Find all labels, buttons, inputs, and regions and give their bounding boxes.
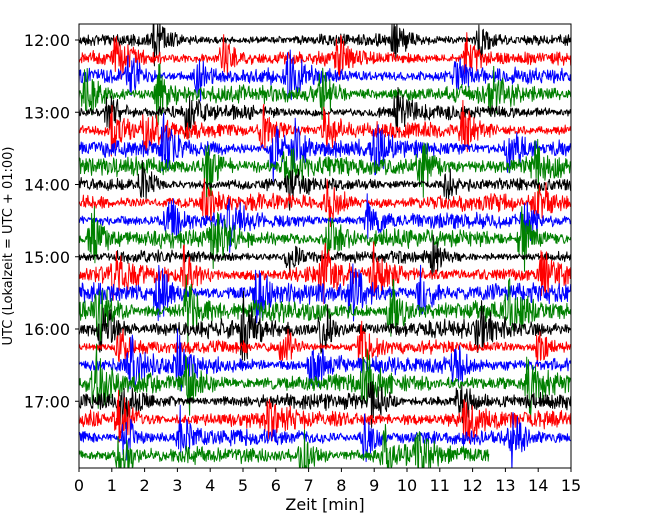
x-axis-label: Zeit [min] <box>285 495 364 514</box>
x-tick-label: 11 <box>430 476 450 495</box>
plot-frame <box>78 23 572 469</box>
trace-1330-line <box>79 112 571 183</box>
trace-1415-line <box>79 178 571 228</box>
trace-1530-line <box>79 263 571 324</box>
trace-1445-line <box>79 206 571 272</box>
trace-1515-line <box>79 241 571 305</box>
y-tick-label: 16:00 <box>24 320 70 339</box>
x-axis-ticks: 0 1 2 3 4 5 6 7 8 9 10 11 12 13 14 15 <box>74 468 581 495</box>
x-tick-label: 6 <box>271 476 281 495</box>
y-tick-label: 13:00 <box>24 103 70 122</box>
y-axis-label: UTC (Lokalzeit = UTC + 01:00) <box>1 147 16 346</box>
trace-1630-line <box>79 328 571 392</box>
x-tick-label: 9 <box>369 476 379 495</box>
x-tick-label: 14 <box>528 476 548 495</box>
y-tick-label: 12:00 <box>24 31 70 50</box>
x-tick-label: 4 <box>205 476 215 495</box>
x-tick-label: 1 <box>107 476 117 495</box>
x-tick-label: 15 <box>561 476 581 495</box>
x-tick-label: 8 <box>336 476 346 495</box>
y-tick-label: 14:00 <box>24 176 70 195</box>
trace-1745-line <box>79 423 490 468</box>
x-tick-label: 5 <box>238 476 248 495</box>
y-tick-label: 17:00 <box>24 392 70 411</box>
x-tick-label: 7 <box>304 476 314 495</box>
trace-1600-line <box>79 290 571 361</box>
trace-1615-line <box>79 320 571 367</box>
trace-1545-line <box>79 274 571 345</box>
trace-1645-line <box>79 343 571 419</box>
trace-1345-line <box>79 138 571 203</box>
y-tick-label: 15:00 <box>24 248 70 267</box>
x-tick-label: 3 <box>172 476 182 495</box>
x-tick-label: 0 <box>74 476 84 495</box>
trace-1430-line <box>79 193 571 253</box>
trace-1200-line <box>79 24 571 67</box>
y-axis-ticks: 12:00 13:00 14:00 15:00 16:00 17:00 <box>24 31 79 411</box>
trace-1700-line <box>79 381 571 430</box>
x-tick-label: 12 <box>462 476 482 495</box>
trace-1715-line <box>79 389 571 444</box>
trace-1215-line <box>79 32 571 81</box>
seismic-traces <box>79 24 571 468</box>
x-tick-label: 13 <box>495 476 515 495</box>
trace-1730-line <box>79 404 571 468</box>
x-tick-label: 2 <box>140 476 150 495</box>
x-tick-label: 10 <box>397 476 417 495</box>
trace-1400-line <box>79 160 571 211</box>
